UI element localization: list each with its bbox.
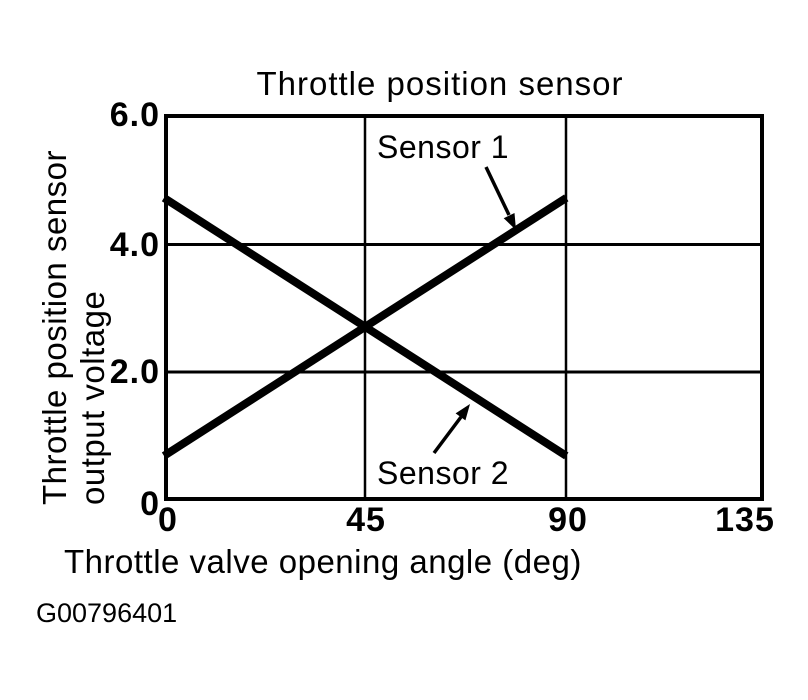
y-axis-label-line1: Throttle position sensor bbox=[36, 149, 73, 505]
figure-code: G00796401 bbox=[36, 598, 178, 628]
y-tick-2: 2.0 bbox=[109, 353, 160, 391]
plot-border bbox=[164, 114, 764, 501]
x-tick-0: 0 bbox=[158, 501, 178, 539]
x-tick-45: 45 bbox=[346, 501, 386, 539]
sensor1-arrow-shaft bbox=[484, 166, 511, 216]
y-tick-0: 0 bbox=[140, 485, 160, 523]
x-tick-90: 90 bbox=[548, 501, 588, 539]
sensor2-line bbox=[161, 194, 569, 460]
x-tick-135: 135 bbox=[715, 501, 775, 539]
sensor2-label: Sensor 2 bbox=[377, 455, 510, 491]
y-axis-label-line2: output voltage bbox=[74, 290, 111, 505]
y-tick-6: 6.0 bbox=[109, 96, 160, 134]
sensor2-arrow-shaft bbox=[432, 415, 463, 455]
sensor1-label: Sensor 1 bbox=[377, 129, 510, 165]
y-axis-label: Throttle position sensor output voltage bbox=[36, 115, 112, 505]
x-axis-label: Throttle valve opening angle (deg) bbox=[64, 543, 582, 580]
chart-title: Throttle position sensor bbox=[256, 65, 624, 102]
sensor1-arrowhead bbox=[503, 213, 516, 230]
sensor2-arrowhead bbox=[455, 404, 470, 421]
y-tick-4: 4.0 bbox=[109, 226, 160, 264]
